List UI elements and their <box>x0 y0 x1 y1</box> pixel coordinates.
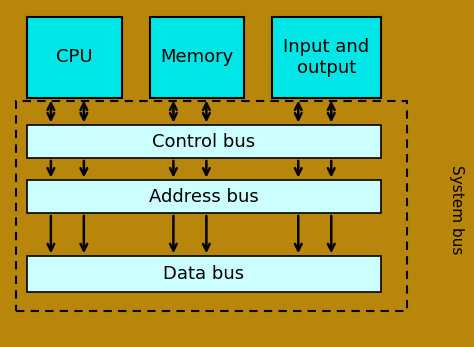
Text: CPU: CPU <box>56 48 93 66</box>
Bar <box>27 125 381 158</box>
Bar <box>27 180 381 213</box>
Bar <box>27 256 381 292</box>
Text: Address bus: Address bus <box>149 188 259 206</box>
Text: Data bus: Data bus <box>164 265 245 283</box>
Text: Memory: Memory <box>160 48 234 66</box>
Bar <box>150 17 244 98</box>
Text: System bus: System bus <box>448 165 464 254</box>
Text: Input and
output: Input and output <box>283 38 370 77</box>
Bar <box>16 101 407 311</box>
Bar <box>273 17 381 98</box>
Bar <box>27 17 121 98</box>
Text: Control bus: Control bus <box>153 133 255 151</box>
